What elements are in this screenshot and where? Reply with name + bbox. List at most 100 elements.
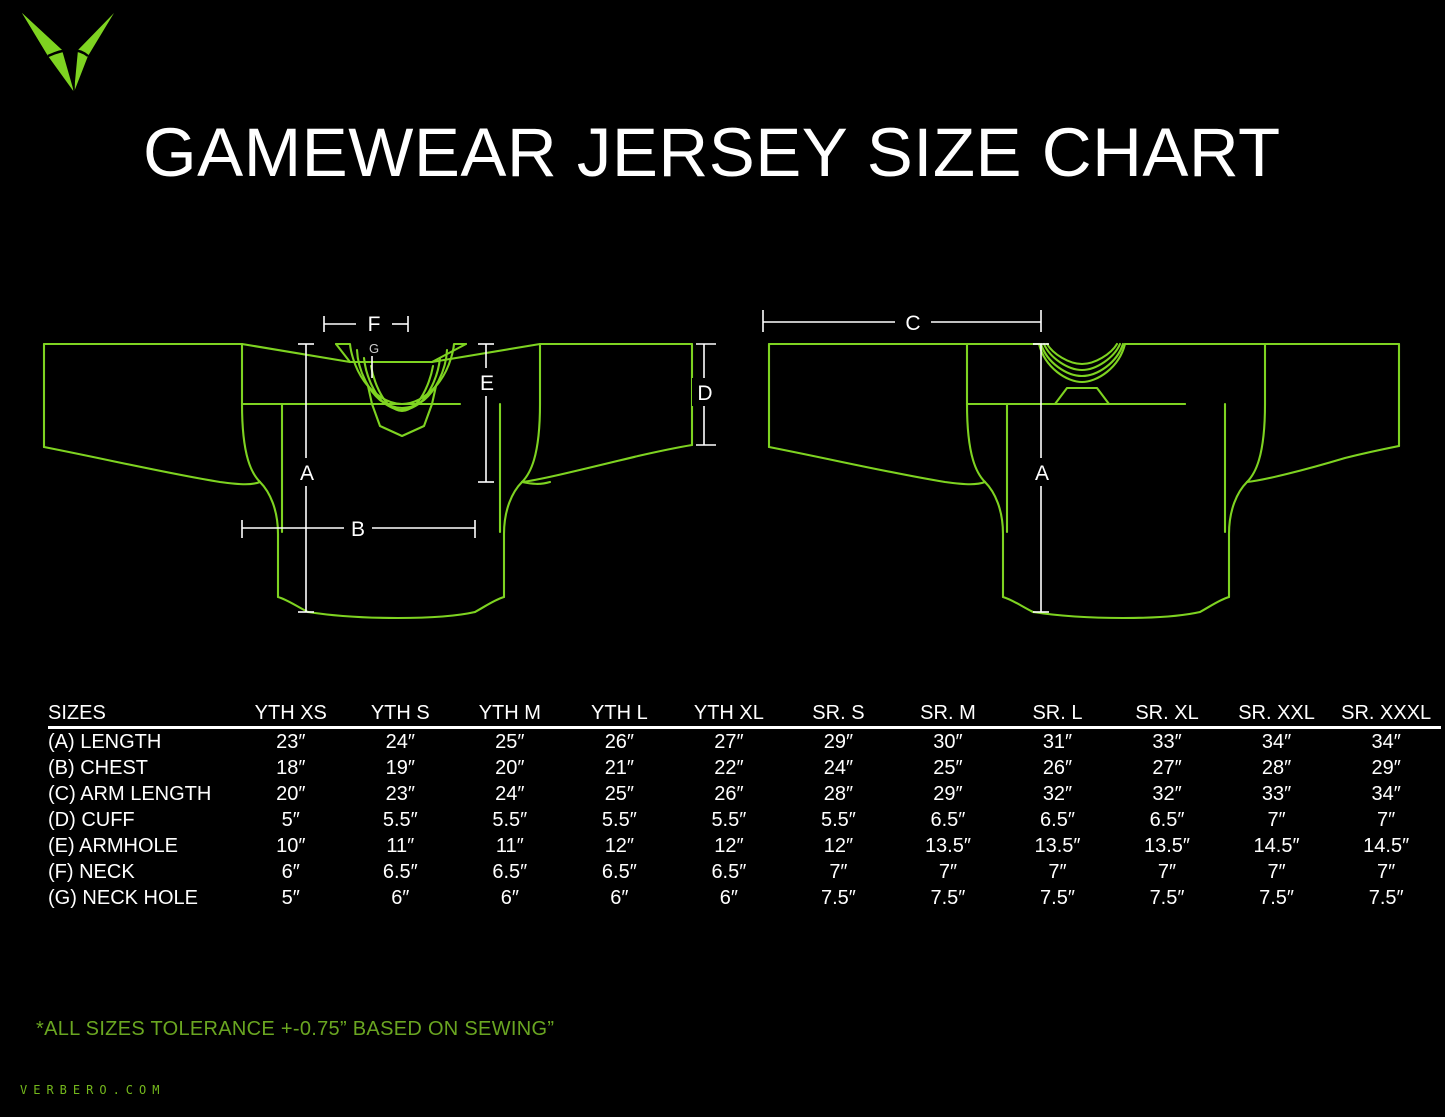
cell-cuff-yth-s: 5.5″	[382, 809, 418, 831]
cell-chest-sr-m: 25″	[933, 757, 963, 779]
verbero-v-logo-icon	[22, 13, 114, 92]
cell-armhole-sr-l: 13.5″	[1034, 835, 1081, 857]
cell-armhole-yth-l: 12″	[604, 835, 635, 857]
table-row: (D) CUFF 5″ 5.5″ 5.5″ 5.5″ 5.5″ 5.5″ 6.5…	[48, 807, 1441, 833]
jersey-diagrams: F G A B E D	[0, 282, 1445, 672]
cell-cuff-yth-l: 5.5″	[601, 809, 637, 831]
cell-cuff-sr-xl: 6.5″	[1149, 809, 1185, 831]
column-header-yth-s: YTH S	[345, 700, 456, 729]
cell-length-sr-l: 31″	[1042, 731, 1073, 753]
cell-armhole-sr-s: 12″	[823, 835, 854, 857]
column-header-sr-xxl: SR. XXL	[1221, 700, 1332, 729]
cell-neckhole-sr-xl: 7.5″	[1149, 887, 1185, 909]
cell-length-yth-xs: 23″	[276, 731, 306, 753]
row-label-armhole: (E) ARMHOLE	[48, 835, 179, 857]
table-corner-header: SIZES	[48, 700, 236, 729]
cell-neckhole-sr-xxxl: 7.5″	[1368, 887, 1404, 909]
cell-neckhole-sr-m: 7.5″	[930, 887, 966, 909]
dim-label-C: C	[905, 312, 920, 335]
column-header-yth-xl: YTH XL	[674, 700, 784, 729]
table-row: (F) NECK 6″ 6.5″ 6.5″ 6.5″ 6.5″ 7″ 7″ 7″…	[48, 859, 1441, 885]
cell-length-sr-xxxl: 34″	[1371, 731, 1401, 753]
column-header-sr-l: SR. L	[1002, 700, 1113, 729]
cell-neck-sr-l: 7″	[1048, 861, 1067, 883]
column-header-sr-m: SR. M	[893, 700, 1003, 729]
cell-length-yth-l: 26″	[604, 731, 635, 753]
cell-cuff-sr-l: 6.5″	[1040, 809, 1075, 831]
dim-label-D: D	[697, 382, 712, 405]
jersey-back-svg: C A	[762, 308, 1401, 620]
table-row: (C) ARM LENGTH 20″ 23″ 24″ 25″ 26″ 28″ 2…	[48, 781, 1441, 807]
row-label-neck-hole: (G) NECK HOLE	[48, 887, 199, 909]
cell-neckhole-sr-l: 7.5″	[1040, 887, 1075, 909]
cell-cuff-yth-m: 5.5″	[492, 809, 528, 831]
row-label-length: (A) LENGTH	[48, 731, 162, 753]
table-header-row: SIZES YTH XS YTH S YTH M YTH L YTH XL SR…	[48, 700, 1441, 729]
dim-label-G: G	[369, 341, 379, 356]
cell-neckhole-yth-m: 6″	[500, 887, 519, 909]
cell-chest-yth-s: 19″	[385, 757, 415, 779]
row-label-cuff: (D) CUFF	[48, 809, 135, 831]
table-row: (A) LENGTH 23″ 24″ 25″ 26″ 27″ 29″ 30″ 3…	[48, 728, 1441, 756]
cell-armhole-yth-xl: 12″	[714, 835, 744, 857]
size-table: SIZES YTH XS YTH S YTH M YTH L YTH XL SR…	[48, 700, 1441, 911]
dim-label-E: E	[480, 372, 494, 395]
cell-length-sr-s: 29″	[823, 731, 854, 753]
column-header-yth-xs: YTH XS	[236, 700, 346, 729]
cell-neckhole-yth-xs: 5″	[281, 887, 300, 909]
cell-arm-sr-l: 32″	[1042, 783, 1073, 805]
cell-arm-yth-s: 23″	[385, 783, 415, 805]
cell-chest-sr-xxxl: 29″	[1371, 757, 1401, 779]
dim-label-F: F	[368, 313, 381, 336]
cell-armhole-sr-xl: 13.5″	[1144, 835, 1191, 857]
cell-chest-yth-xl: 22″	[714, 757, 744, 779]
cell-neck-sr-s: 7″	[829, 861, 848, 883]
cell-arm-yth-l: 25″	[604, 783, 635, 805]
cell-neckhole-yth-l: 6″	[610, 887, 629, 909]
dim-label-A: A	[300, 462, 314, 485]
table-row: (B) CHEST 18″ 19″ 20″ 21″ 22″ 24″ 25″ 26…	[48, 755, 1441, 781]
cell-cuff-sr-xxxl: 7″	[1377, 809, 1396, 831]
cell-cuff-sr-m: 6.5″	[930, 809, 966, 831]
cell-neckhole-yth-s: 6″	[391, 887, 410, 909]
cell-neck-sr-m: 7″	[938, 861, 958, 883]
cell-cuff-yth-xs: 5″	[281, 809, 300, 831]
size-table-section: SIZES YTH XS YTH S YTH M YTH L YTH XL SR…	[0, 700, 1445, 911]
cell-chest-yth-m: 20″	[495, 757, 525, 779]
jersey-front-svg: F G A B E D	[42, 312, 718, 620]
cell-armhole-yth-m: 11″	[495, 835, 524, 857]
cell-neck-sr-xxl: 7″	[1267, 861, 1286, 883]
cell-cuff-sr-xxl: 7″	[1267, 809, 1286, 831]
jersey-back-view: C A	[745, 282, 1425, 677]
column-header-sr-xxxl: SR. XXXL	[1331, 700, 1441, 729]
column-header-sr-s: SR. S	[783, 700, 894, 729]
cell-length-yth-xl: 27″	[714, 731, 744, 753]
cell-chest-yth-l: 21″	[604, 757, 635, 779]
column-header-yth-m: YTH M	[455, 700, 565, 729]
cell-chest-sr-xxl: 28″	[1261, 757, 1292, 779]
cell-neck-sr-xxxl: 7″	[1377, 861, 1396, 883]
brand-footer-url: VERBERO.COM	[20, 1083, 166, 1097]
column-header-sr-xl: SR. XL	[1112, 700, 1222, 729]
cell-neckhole-yth-xl: 6″	[719, 887, 738, 909]
table-row: (E) ARMHOLE 10″ 11″ 11″ 12″ 12″ 12″ 13.5…	[48, 833, 1441, 859]
column-header-yth-l: YTH L	[564, 700, 675, 729]
table-body: (A) LENGTH 23″ 24″ 25″ 26″ 27″ 29″ 30″ 3…	[48, 728, 1441, 912]
tolerance-note: *ALL SIZES TOLERANCE +-0.75” BASED ON SE…	[36, 1018, 555, 1040]
verbero-logo	[18, 6, 130, 98]
cell-chest-sr-xl: 27″	[1152, 757, 1182, 779]
cell-neck-yth-s: 6.5″	[382, 861, 418, 883]
cell-arm-yth-xl: 26″	[714, 783, 744, 805]
cell-length-sr-xl: 33″	[1152, 731, 1182, 753]
cell-neckhole-sr-s: 7.5″	[820, 887, 856, 909]
cell-chest-yth-xs: 18″	[276, 757, 306, 779]
cell-cuff-sr-s: 5.5″	[820, 809, 856, 831]
cell-arm-sr-xxxl: 34″	[1371, 783, 1401, 805]
cell-arm-sr-s: 28″	[823, 783, 854, 805]
cell-length-yth-s: 24″	[385, 731, 415, 753]
cell-neck-sr-xl: 7″	[1157, 861, 1177, 883]
cell-neck-yth-m: 6.5″	[492, 861, 528, 883]
cell-neck-yth-xs: 6″	[281, 861, 300, 883]
cell-arm-yth-m: 24″	[495, 783, 525, 805]
row-label-chest: (B) CHEST	[48, 757, 148, 779]
